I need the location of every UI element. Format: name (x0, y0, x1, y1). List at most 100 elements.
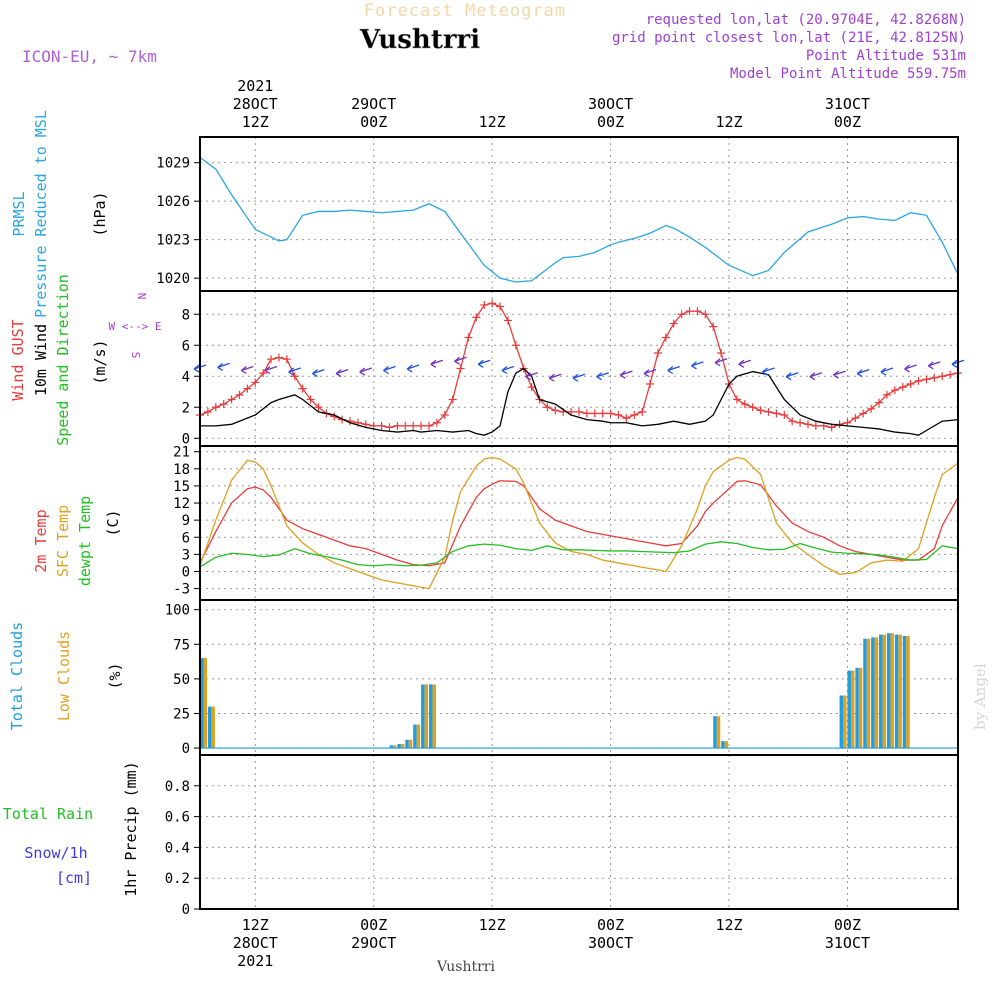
wind-arrow-shaft (738, 359, 752, 365)
gust-marker (740, 400, 749, 409)
y-tick-label: 0 (182, 741, 190, 757)
y-tick-label: 0 (182, 564, 190, 580)
wind-arrow-shaft (762, 367, 775, 373)
panel-unit: (m/s) (91, 339, 109, 384)
gust-marker (409, 421, 418, 430)
wind-direction-arrow (738, 359, 752, 368)
cloud-bar-total-clouds (847, 670, 851, 749)
wind-arrow-shaft (525, 372, 538, 378)
y-tick-label: 6 (182, 338, 190, 354)
panel-label: Total Clouds (8, 622, 26, 730)
wind-arrow-shaft (241, 365, 254, 372)
gust-marker (219, 400, 228, 409)
cloud-bar-low-clouds (424, 684, 429, 749)
gust-marker (243, 384, 252, 393)
bottom-time-label: 12Z (479, 916, 506, 934)
panel-label: PRMSL (10, 191, 28, 236)
cloud-bar-total-clouds (413, 724, 417, 749)
top-time-label: 12Z (242, 113, 269, 131)
requested-coords: requested lon,lat (20.9704E, 42.8268N) (646, 12, 966, 28)
gust-marker (424, 421, 433, 430)
top-time-label: 00Z (360, 113, 387, 131)
bottom-time-label: 00Z (360, 916, 387, 934)
cloud-bar-low-clouds (890, 633, 894, 749)
cloud-bar-total-clouds (421, 684, 425, 749)
gust-marker (859, 409, 868, 418)
gust-marker (780, 411, 789, 419)
wind-arrow-shaft (217, 362, 230, 369)
panel-label: 2m Temp (32, 509, 50, 572)
panel-frame (199, 136, 959, 292)
wind-arrow-head (454, 356, 460, 365)
wind-direction-arrow (714, 358, 728, 367)
wind-direction-arrow (833, 370, 846, 379)
cloud-bar-total-clouds (879, 634, 883, 749)
wind-arrow-head (217, 362, 224, 371)
y-tick-label: 0.4 (165, 840, 190, 856)
series-prmsl (199, 157, 959, 283)
gust-marker (630, 411, 639, 419)
wind-arrow-head (335, 369, 342, 378)
wind-direction-arrow (619, 370, 633, 379)
top-time-label: 00Z (834, 113, 861, 131)
gust-marker (946, 370, 955, 379)
wind-direction-arrow (667, 365, 680, 375)
wind-arrow-head (762, 367, 768, 376)
footer-location: Vushtrri (436, 959, 495, 975)
wind-direction-arrow (927, 361, 941, 370)
wind-direction-arrow (264, 365, 278, 375)
wind-arrow-shaft (833, 370, 846, 376)
gust-marker (227, 395, 236, 404)
gust-marker (685, 307, 694, 316)
panel-clouds: 0 25 50 75 100 Total Clouds Low Clouds (%) (8, 599, 959, 757)
cloud-bar-total-clouds (894, 634, 899, 749)
gust-marker (653, 349, 662, 357)
y-tick-label: 15 (173, 479, 190, 495)
wind-arrow-head (264, 365, 271, 375)
gust-marker (401, 421, 410, 430)
cloud-bar-low-clouds (432, 684, 436, 749)
bottom-time-label: 31OCT (825, 934, 870, 952)
cloud-bar-low-clouds (716, 716, 721, 749)
gust-marker (543, 403, 552, 412)
panel-label: SFC Temp (54, 505, 72, 577)
wind-arrow-shaft (383, 365, 396, 372)
model-label: ICON-EU, ~ 7km (22, 47, 157, 66)
wind-direction-arrow (430, 359, 444, 368)
panel-label: [cm] (56, 869, 92, 887)
wind-arrow-shaft (857, 368, 870, 375)
compass-west-east: W <--> E (109, 320, 162, 333)
cloud-bar-total-clouds (721, 741, 725, 749)
gust-marker (930, 373, 939, 382)
cloud-bar-low-clouds (724, 741, 729, 749)
y-tick-label: 1029 (156, 156, 190, 172)
wind-arrow-shaft (667, 365, 680, 372)
wind-direction-arrow (904, 364, 917, 373)
gust-marker (732, 395, 741, 404)
gust-marker (472, 313, 481, 322)
y-tick-label: -3 (173, 582, 190, 598)
wind-arrow-head (359, 367, 366, 376)
location-title: Vushtrri (359, 25, 480, 55)
y-tick-label: 0.2 (165, 871, 190, 887)
wind-arrow-head (525, 372, 532, 381)
bottom-time-label: 29OCT (351, 934, 396, 952)
wind-direction-arrow (312, 368, 325, 378)
point-altitude: Point Altitude 531m (806, 48, 966, 64)
bottom-time-label: 30OCT (588, 934, 633, 952)
cloud-bar-total-clouds (713, 716, 717, 749)
gust-marker (393, 421, 402, 430)
y-tick-label: 9 (182, 513, 190, 529)
wind-arrow-shaft (620, 370, 633, 376)
gust-marker (693, 307, 702, 316)
wind-arrow-head (548, 373, 555, 382)
cloud-bar-low-clouds (843, 695, 847, 749)
gust-marker (796, 418, 805, 427)
wind-arrow-head (643, 369, 650, 378)
wind-direction-arrow (383, 365, 396, 375)
gust-marker (480, 300, 489, 309)
cloud-bar-low-clouds (400, 743, 405, 749)
gust-marker (669, 319, 678, 328)
wind-direction-arrow (454, 356, 467, 365)
